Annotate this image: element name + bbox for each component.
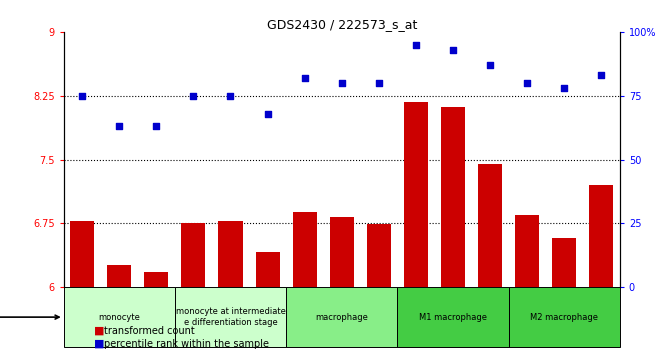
Text: development stage: development stage — [0, 312, 59, 322]
Bar — [404, 102, 428, 354]
Text: percentile rank within the sample: percentile rank within the sample — [104, 339, 269, 349]
Point — [188, 93, 199, 98]
Bar — [107, 265, 131, 354]
Point — [114, 124, 125, 129]
Point — [522, 80, 533, 86]
Point — [151, 124, 161, 129]
Point — [336, 80, 347, 86]
Point — [411, 42, 421, 47]
Bar — [397, 287, 509, 347]
Point — [225, 93, 236, 98]
Bar — [509, 287, 620, 347]
Bar — [70, 221, 94, 354]
Bar — [175, 287, 286, 347]
Bar — [478, 164, 502, 354]
Text: transformed count: transformed count — [104, 326, 194, 336]
Point — [299, 75, 310, 81]
Text: monocyte at intermediate
e differentiation stage: monocyte at intermediate e differentiati… — [176, 307, 285, 327]
Bar — [330, 217, 354, 354]
Point — [448, 47, 458, 53]
Point — [596, 73, 606, 78]
Text: ■: ■ — [94, 339, 105, 349]
Text: M1 macrophage: M1 macrophage — [419, 313, 487, 322]
Point — [484, 62, 495, 68]
Bar — [515, 215, 539, 354]
Bar — [286, 287, 397, 347]
Text: monocyte: monocyte — [98, 313, 140, 322]
Bar — [255, 252, 279, 354]
Title: GDS2430 / 222573_s_at: GDS2430 / 222573_s_at — [267, 18, 417, 31]
Text: ■: ■ — [94, 326, 105, 336]
Bar — [552, 238, 576, 354]
Bar — [144, 272, 168, 354]
Point — [559, 85, 570, 91]
Point — [373, 80, 384, 86]
Text: M2 macrophage: M2 macrophage — [530, 313, 598, 322]
Text: macrophage: macrophage — [316, 313, 368, 322]
Bar — [293, 212, 317, 354]
Bar — [589, 185, 613, 354]
Point — [77, 93, 88, 98]
Bar — [366, 224, 391, 354]
Point — [262, 111, 273, 116]
Bar — [441, 107, 465, 354]
Bar — [182, 223, 206, 354]
Bar — [218, 221, 243, 354]
Bar — [64, 287, 175, 347]
